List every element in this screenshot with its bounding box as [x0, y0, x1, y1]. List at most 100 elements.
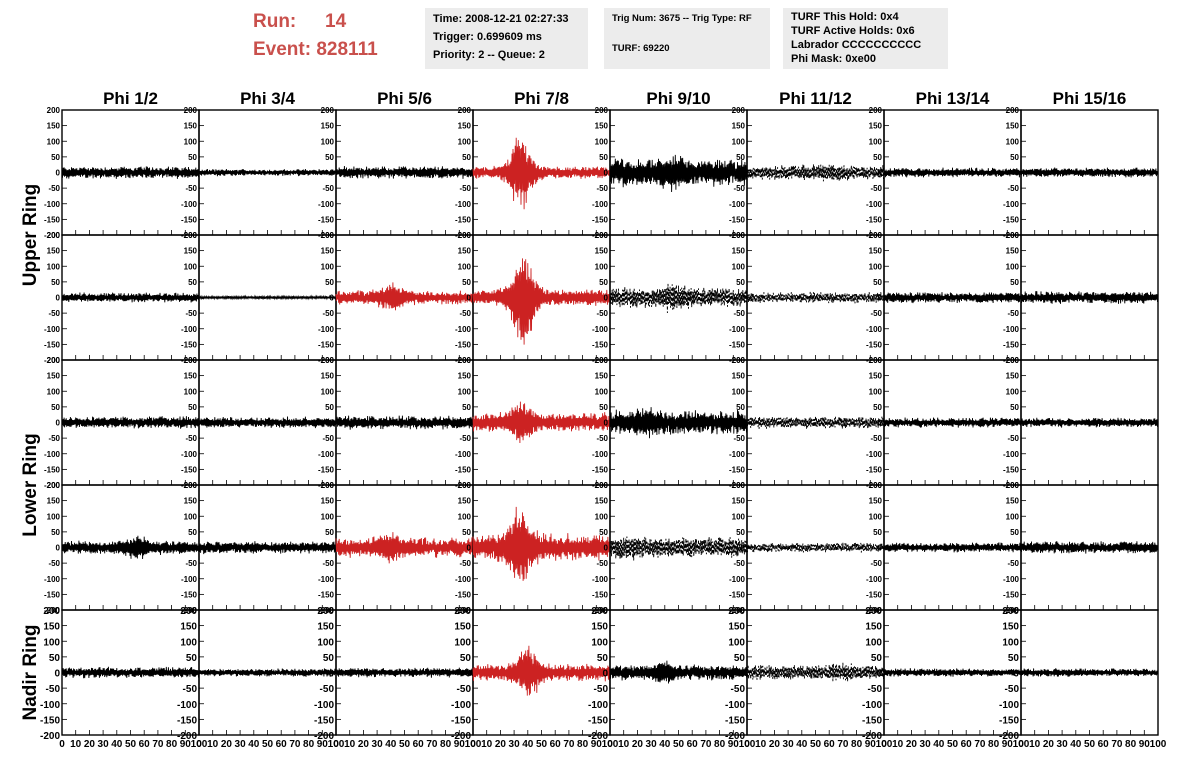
y-tick-label: -150 — [866, 465, 883, 474]
x-tick-label: 100 — [739, 739, 756, 750]
waveform-trace — [609, 407, 748, 439]
y-tick-label: -150 — [592, 590, 609, 599]
waveform-trace — [335, 532, 474, 564]
y-tick-label: -100 — [318, 200, 335, 209]
y-tick-label: -50 — [594, 684, 609, 695]
y-tick-label: -150 — [729, 340, 746, 349]
y-tick-label: 50 — [186, 653, 198, 664]
y-tick-label: 150 — [321, 122, 335, 131]
y-tick-label: 200 — [458, 106, 472, 115]
y-tick-label: -100 — [729, 450, 746, 459]
y-tick-label: 100 — [591, 637, 608, 648]
x-tick-label: 90 — [317, 739, 329, 750]
y-tick-label: 0 — [193, 419, 198, 428]
x-tick-label: 50 — [536, 739, 548, 750]
y-tick-label: 0 — [604, 419, 609, 428]
y-tick-label: 50 — [597, 653, 609, 664]
x-tick-label: 60 — [961, 739, 973, 750]
waveform-trace — [198, 541, 337, 555]
y-tick-label: -100 — [181, 325, 198, 334]
y-tick-label: -100 — [314, 700, 334, 711]
y-tick-label: -150 — [592, 215, 609, 224]
x-tick-label: 30 — [1057, 739, 1069, 750]
y-tick-label: 200 — [184, 231, 198, 240]
waveform-trace — [609, 536, 748, 561]
x-tick-label: 90 — [1139, 739, 1151, 750]
y-tick-label: -200 — [314, 731, 334, 742]
x-tick-label: 80 — [440, 739, 452, 750]
x-tick-label: 30 — [783, 739, 795, 750]
x-tick-label: 30 — [98, 739, 110, 750]
y-tick-label: -100 — [1003, 450, 1020, 459]
y-tick-label: 0 — [330, 544, 335, 553]
y-tick-label: 200 — [321, 106, 335, 115]
y-tick-label: 200 — [317, 606, 334, 617]
y-tick-label: 150 — [591, 622, 608, 633]
y-tick-label: 150 — [317, 622, 334, 633]
y-tick-label: -200 — [862, 731, 882, 742]
y-tick-label: -50 — [1005, 684, 1020, 695]
y-tick-label: 0 — [56, 169, 61, 178]
y-tick-label: -50 — [1007, 309, 1019, 318]
y-tick-label: 150 — [321, 497, 335, 506]
waveform-trace — [1020, 167, 1159, 178]
waveform-trace — [1020, 668, 1159, 677]
y-tick-label: 150 — [184, 372, 198, 381]
y-tick-label: 0 — [193, 169, 198, 178]
waveform-trace — [61, 666, 200, 679]
y-tick-label: 150 — [458, 497, 472, 506]
run-value: 14 — [325, 11, 347, 32]
x-tick-label: 100 — [328, 739, 345, 750]
column-header: Phi 5/6 — [377, 89, 432, 108]
y-tick-label: -150 — [1003, 215, 1020, 224]
y-tick-label: 200 — [732, 231, 746, 240]
column-header: Phi 1/2 — [103, 89, 158, 108]
y-tick-label: 0 — [878, 419, 883, 428]
y-tick-label: 50 — [325, 528, 334, 537]
y-tick-label: -150 — [44, 215, 61, 224]
y-tick-label: 100 — [47, 137, 61, 146]
time-text: Time: 2008-12-21 02:27:33 — [433, 13, 569, 25]
y-tick-label: -200 — [44, 231, 61, 240]
y-tick-label: 150 — [595, 247, 609, 256]
y-tick-label: 100 — [47, 262, 61, 271]
x-tick-label: 40 — [385, 739, 397, 750]
y-tick-label: 100 — [321, 387, 335, 396]
y-tick-label: 150 — [180, 622, 197, 633]
y-tick-label: 200 — [321, 231, 335, 240]
y-tick-label: -50 — [185, 309, 197, 318]
y-tick-label: 200 — [869, 481, 883, 490]
y-tick-label: 50 — [1008, 653, 1020, 664]
y-tick-label: 100 — [321, 512, 335, 521]
y-tick-label: 200 — [869, 106, 883, 115]
x-tick-label: 80 — [303, 739, 315, 750]
y-tick-label: -200 — [44, 481, 61, 490]
x-tick-label: 20 — [358, 739, 370, 750]
x-tick-label: 50 — [673, 739, 685, 750]
x-tick-label: 10 — [892, 739, 904, 750]
y-tick-label: -100 — [455, 200, 472, 209]
y-tick-label: -100 — [866, 200, 883, 209]
y-tick-label: -100 — [455, 575, 472, 584]
y-tick-label: 100 — [321, 137, 335, 146]
y-tick-label: 0 — [467, 544, 472, 553]
y-tick-label: 100 — [47, 512, 61, 521]
x-tick-label: 20 — [221, 739, 233, 750]
y-tick-label: 200 — [595, 481, 609, 490]
y-tick-label: 200 — [1006, 106, 1020, 115]
x-tick-label: 90 — [728, 739, 740, 750]
y-tick-label: -100 — [588, 700, 608, 711]
y-tick-label: 100 — [869, 137, 883, 146]
waveform-trace — [609, 283, 748, 314]
x-tick-label: 60 — [550, 739, 562, 750]
y-tick-label: 50 — [871, 653, 883, 664]
y-tick-label: 50 — [188, 528, 197, 537]
trig-num-text: Trig Num: 3675 -- Trig Type: RF — [612, 13, 752, 24]
y-tick-label: 100 — [732, 137, 746, 146]
waveform-trace — [746, 662, 885, 682]
y-tick-label: 150 — [47, 372, 61, 381]
y-tick-label: 50 — [736, 528, 745, 537]
x-tick-label: 70 — [974, 739, 986, 750]
y-tick-label: 0 — [56, 294, 61, 303]
x-tick-label: 100 — [876, 739, 893, 750]
